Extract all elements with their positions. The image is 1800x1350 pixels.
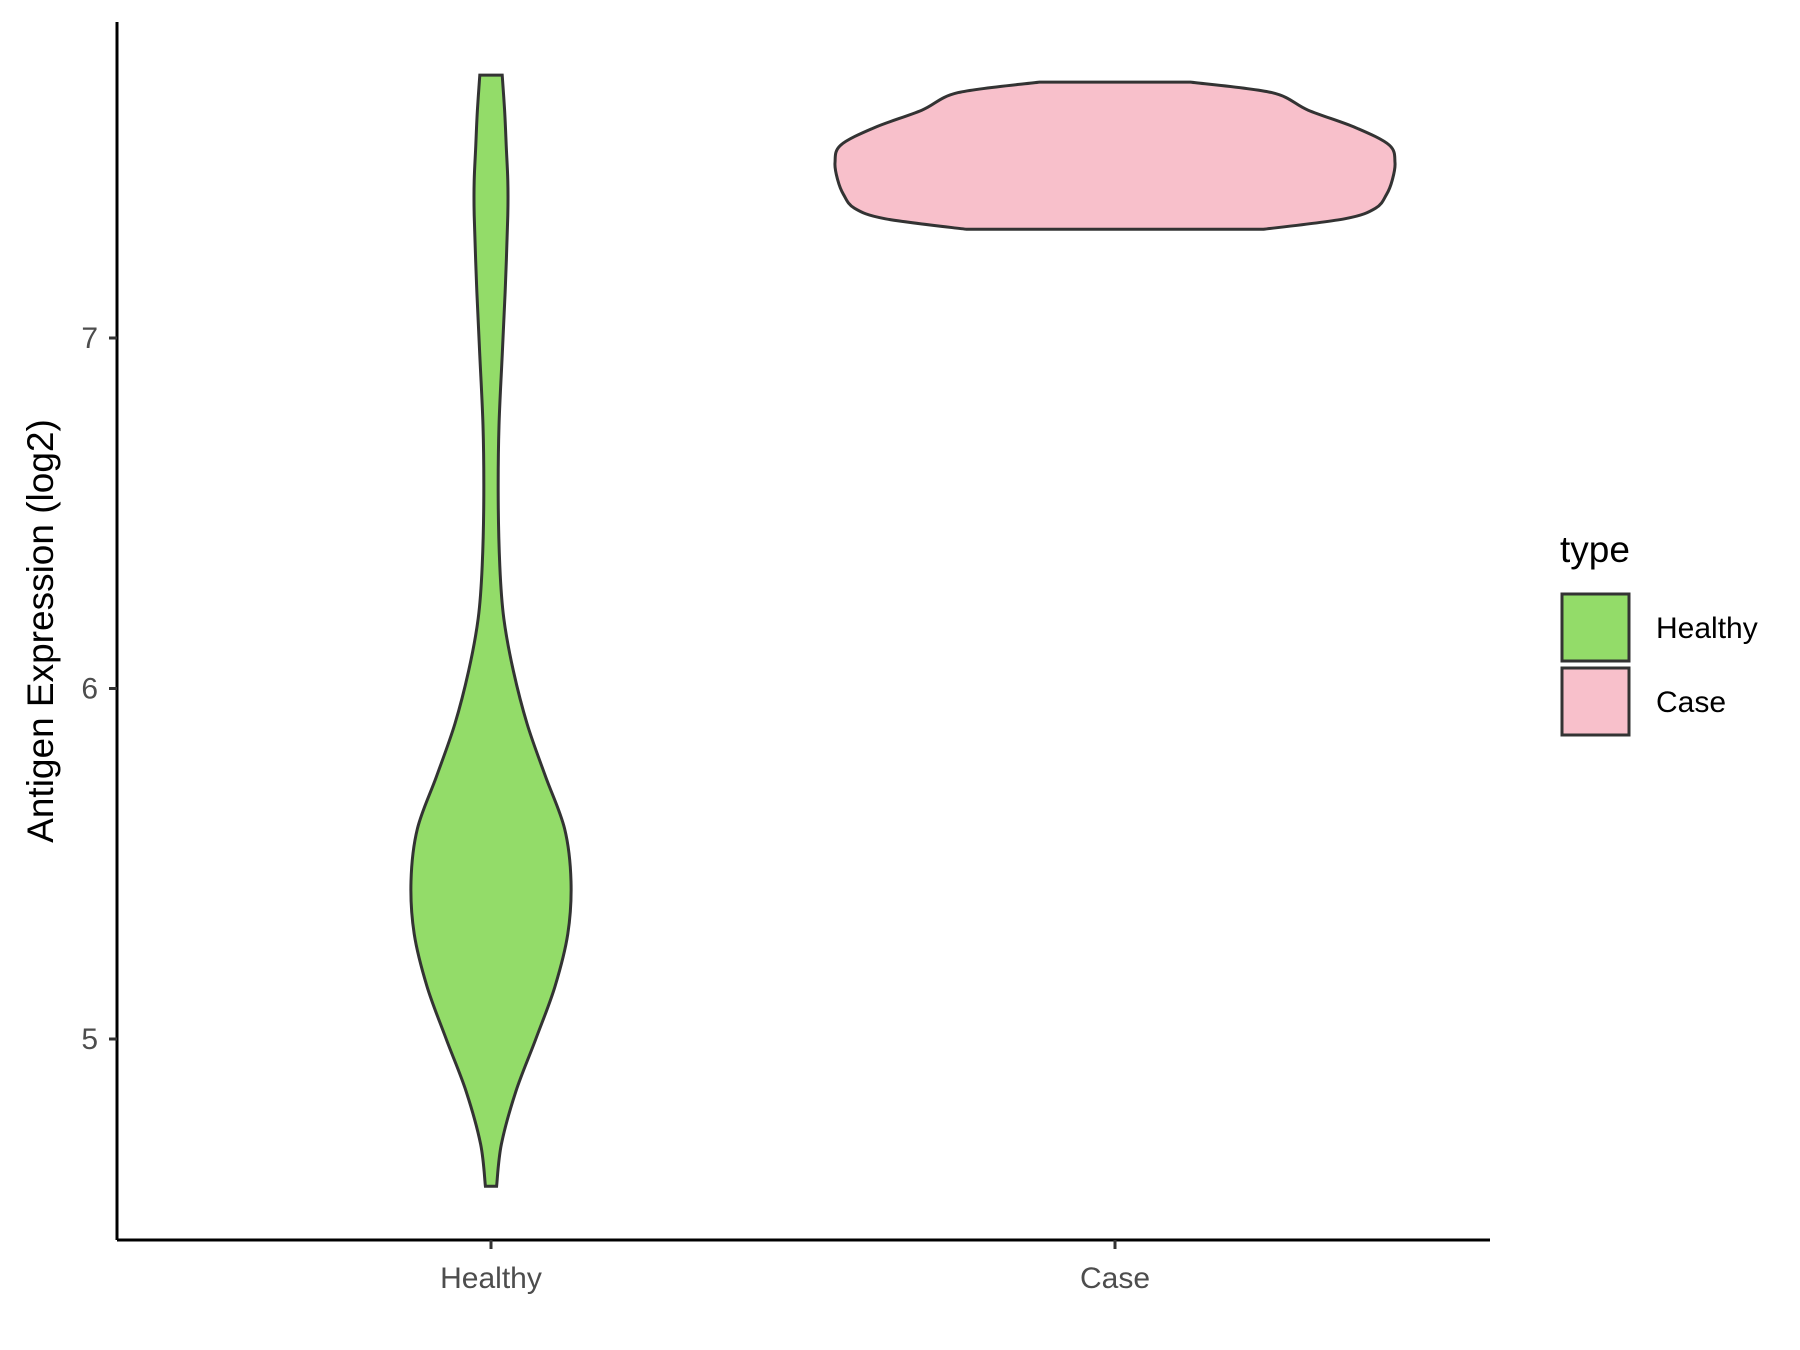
x-ticks: Healthy Case xyxy=(440,1240,1150,1295)
legend: type Healthy Case xyxy=(1560,529,1758,737)
violin-healthy xyxy=(409,73,573,1188)
y-ticks: 5 6 7 xyxy=(81,322,117,1056)
x-tick-label: Case xyxy=(1080,1262,1150,1295)
legend-title: type xyxy=(1560,529,1630,570)
y-tick-label: 5 xyxy=(81,1023,98,1056)
legend-swatch-healthy xyxy=(1560,592,1631,663)
y-axis-title: Antigen Expression (log2) xyxy=(20,419,61,843)
legend-label-healthy: Healthy xyxy=(1656,612,1758,645)
violins xyxy=(409,73,1397,1188)
violin-case xyxy=(833,80,1397,231)
x-tick-label: Healthy xyxy=(440,1262,542,1295)
legend-swatch-case xyxy=(1560,666,1631,737)
y-tick-label: 6 xyxy=(81,673,98,706)
axes xyxy=(115,22,1490,1242)
y-tick-label: 7 xyxy=(81,322,98,355)
legend-label-case: Case xyxy=(1656,686,1726,719)
